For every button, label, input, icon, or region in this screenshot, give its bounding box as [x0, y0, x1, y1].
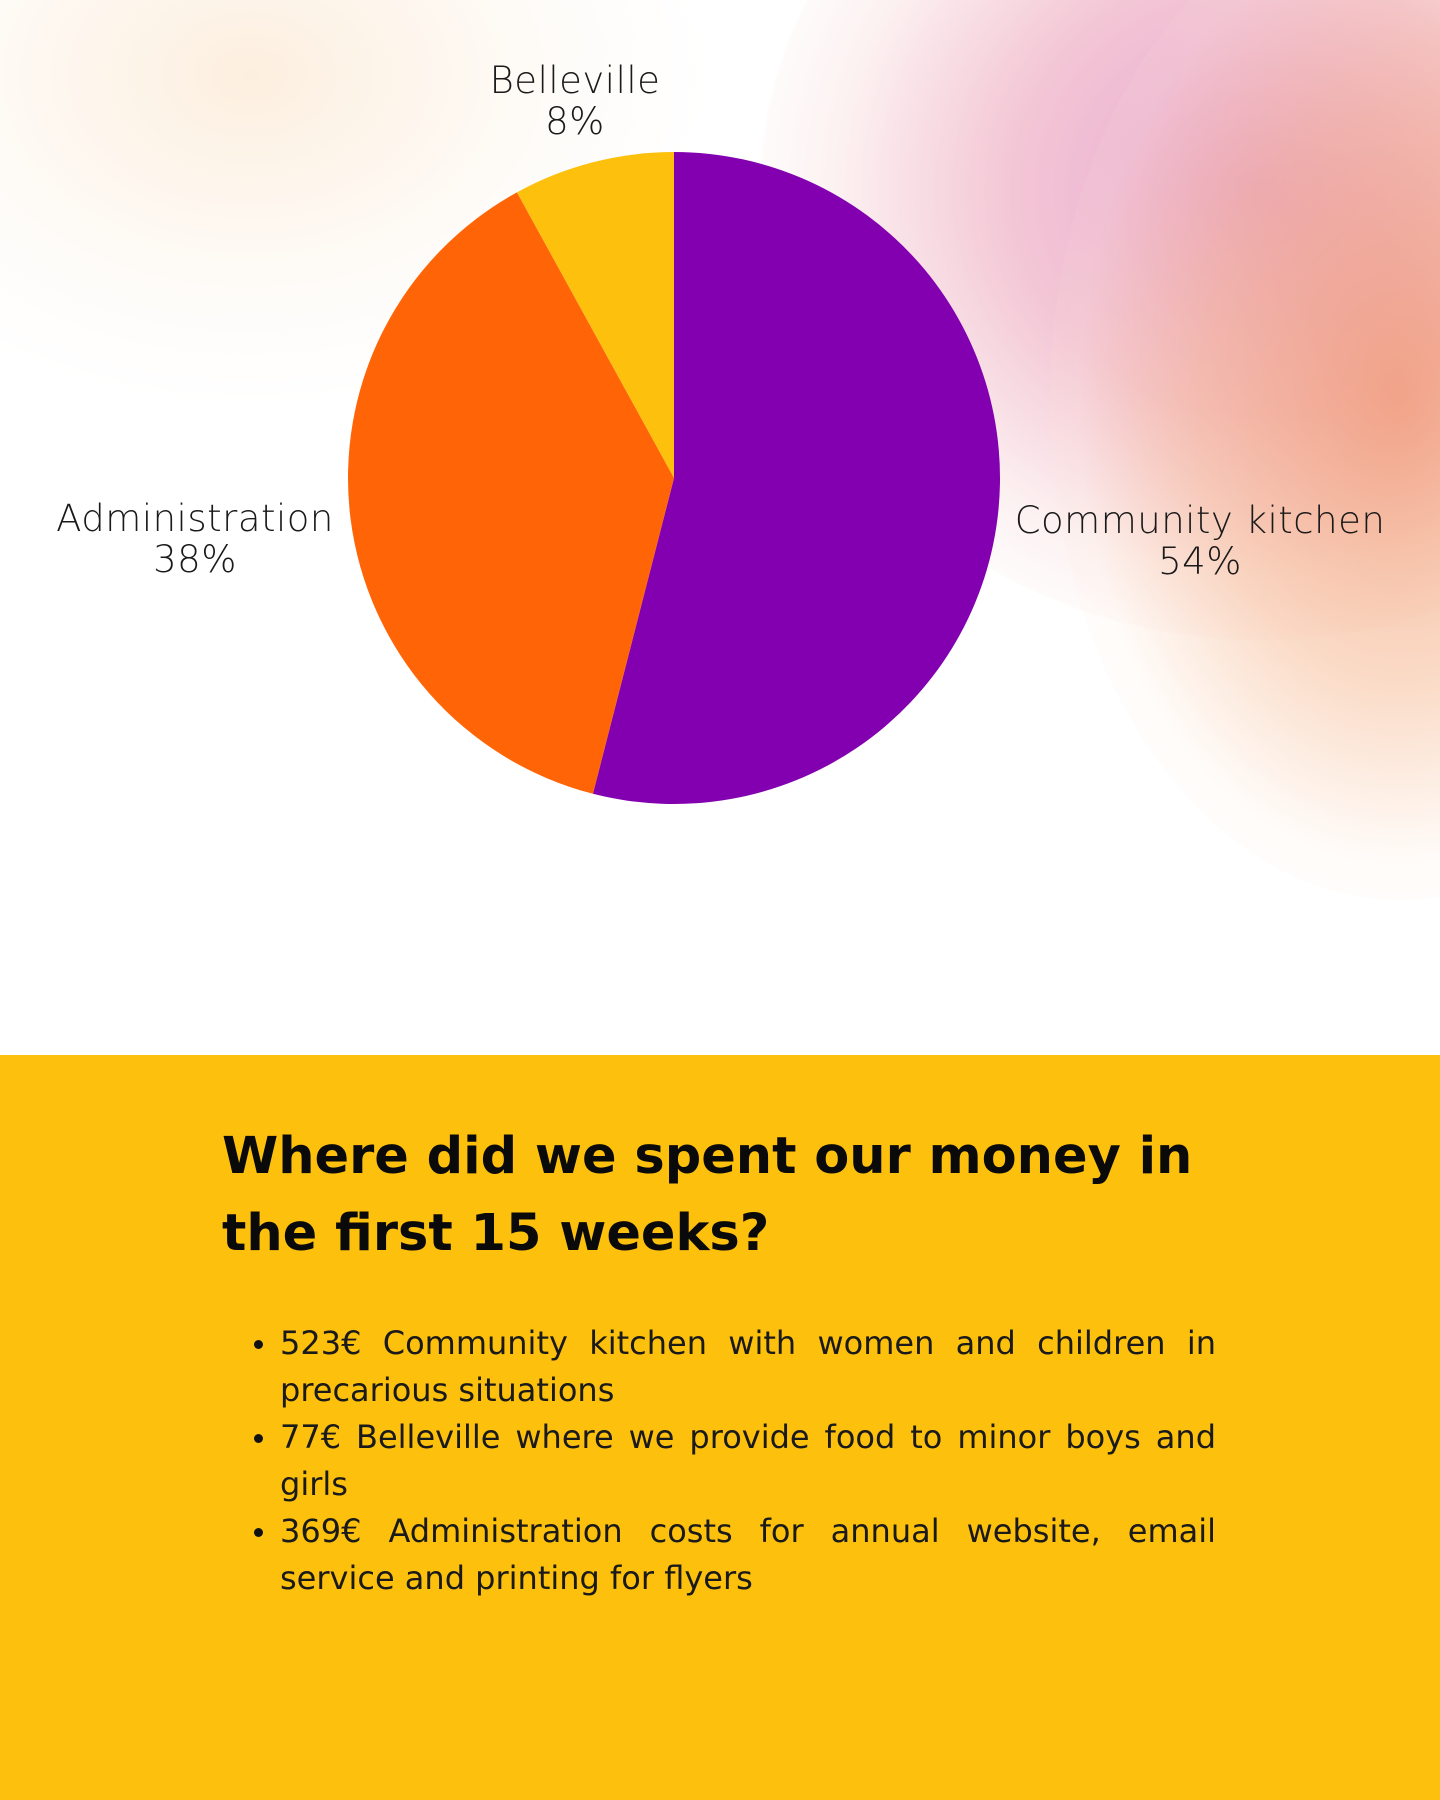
bullet-icon [254, 1528, 263, 1537]
pie-slice-administration [348, 192, 674, 794]
label-administration: Administration 38% [40, 498, 350, 580]
chart-area: Belleville 8% Administration 38% Communi… [0, 0, 1440, 900]
summary-section [0, 1055, 1440, 1800]
pie-slice-community-kitchen [592, 152, 1001, 805]
pie-slice-belleville [516, 152, 674, 478]
label-percent: 8% [545, 100, 605, 143]
label-name: Belleville [489, 59, 661, 102]
label-percent: 38% [153, 538, 237, 581]
list-item-text: 369€ Administration costs for annual web… [280, 1512, 1216, 1597]
pie-chart [348, 152, 1001, 805]
label-community-kitchen: Community kitchen 54% [1005, 500, 1395, 582]
label-name: Community kitchen [1014, 499, 1386, 542]
label-name: Administration [56, 497, 334, 540]
list-item: 77€ Belleville where we provide food to … [250, 1414, 1216, 1508]
list-item-text: 523€ Community kitchen with women and ch… [280, 1324, 1216, 1409]
list-item: 523€ Community kitchen with women and ch… [250, 1320, 1216, 1414]
label-percent: 54% [1158, 540, 1242, 583]
section-title: Where did we spent our money in the firs… [222, 1127, 1193, 1263]
bullet-icon [254, 1340, 263, 1349]
spending-list: 523€ Community kitchen with women and ch… [250, 1320, 1216, 1602]
list-item: 369€ Administration costs for annual web… [250, 1508, 1216, 1602]
label-belleville: Belleville 8% [455, 60, 695, 142]
bullet-icon [254, 1434, 263, 1443]
list-item-text: 77€ Belleville where we provide food to … [280, 1418, 1216, 1503]
